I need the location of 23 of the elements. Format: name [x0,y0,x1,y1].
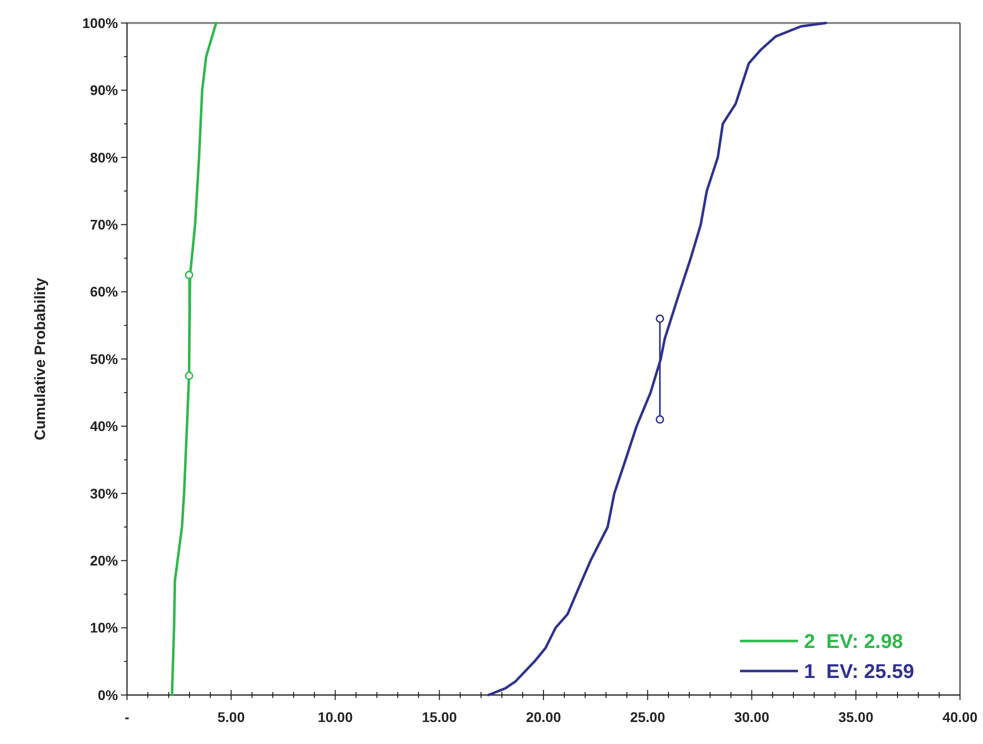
legend-label: 2 EV: 2.98 [804,631,903,653]
y-tick-label: 50% [90,350,119,367]
y-tick-label: 40% [90,418,119,434]
y-axis-title: Cumulative Probability [32,277,49,440]
y-tick-label: 100% [82,14,119,31]
x-tick-label: 35.00 [838,709,874,725]
x-tick-label: 20.00 [526,709,562,725]
y-tick-label: 80% [90,149,119,166]
x-tick-label: 40.00 [942,709,978,725]
y-tick-label: 20% [90,552,119,568]
x-tick-label: 25.00 [630,709,666,725]
x-tick-label: 5.00 [218,709,245,725]
x-tick-label: 15.00 [422,709,458,725]
legend-label: 1 EV: 25.59 [804,661,914,683]
y-tick-label: 60% [90,284,119,300]
x-tick-label: 10.00 [318,709,353,725]
y-tick-label: 70% [90,216,119,232]
y-tick-label: 90% [90,82,119,98]
x-tick-label: 30.00 [734,709,770,725]
x-tick-label: - [124,709,130,725]
y-tick-label: 30% [90,485,119,502]
y-tick-label: 10% [90,620,119,636]
y-tick-label: 0% [98,686,119,703]
